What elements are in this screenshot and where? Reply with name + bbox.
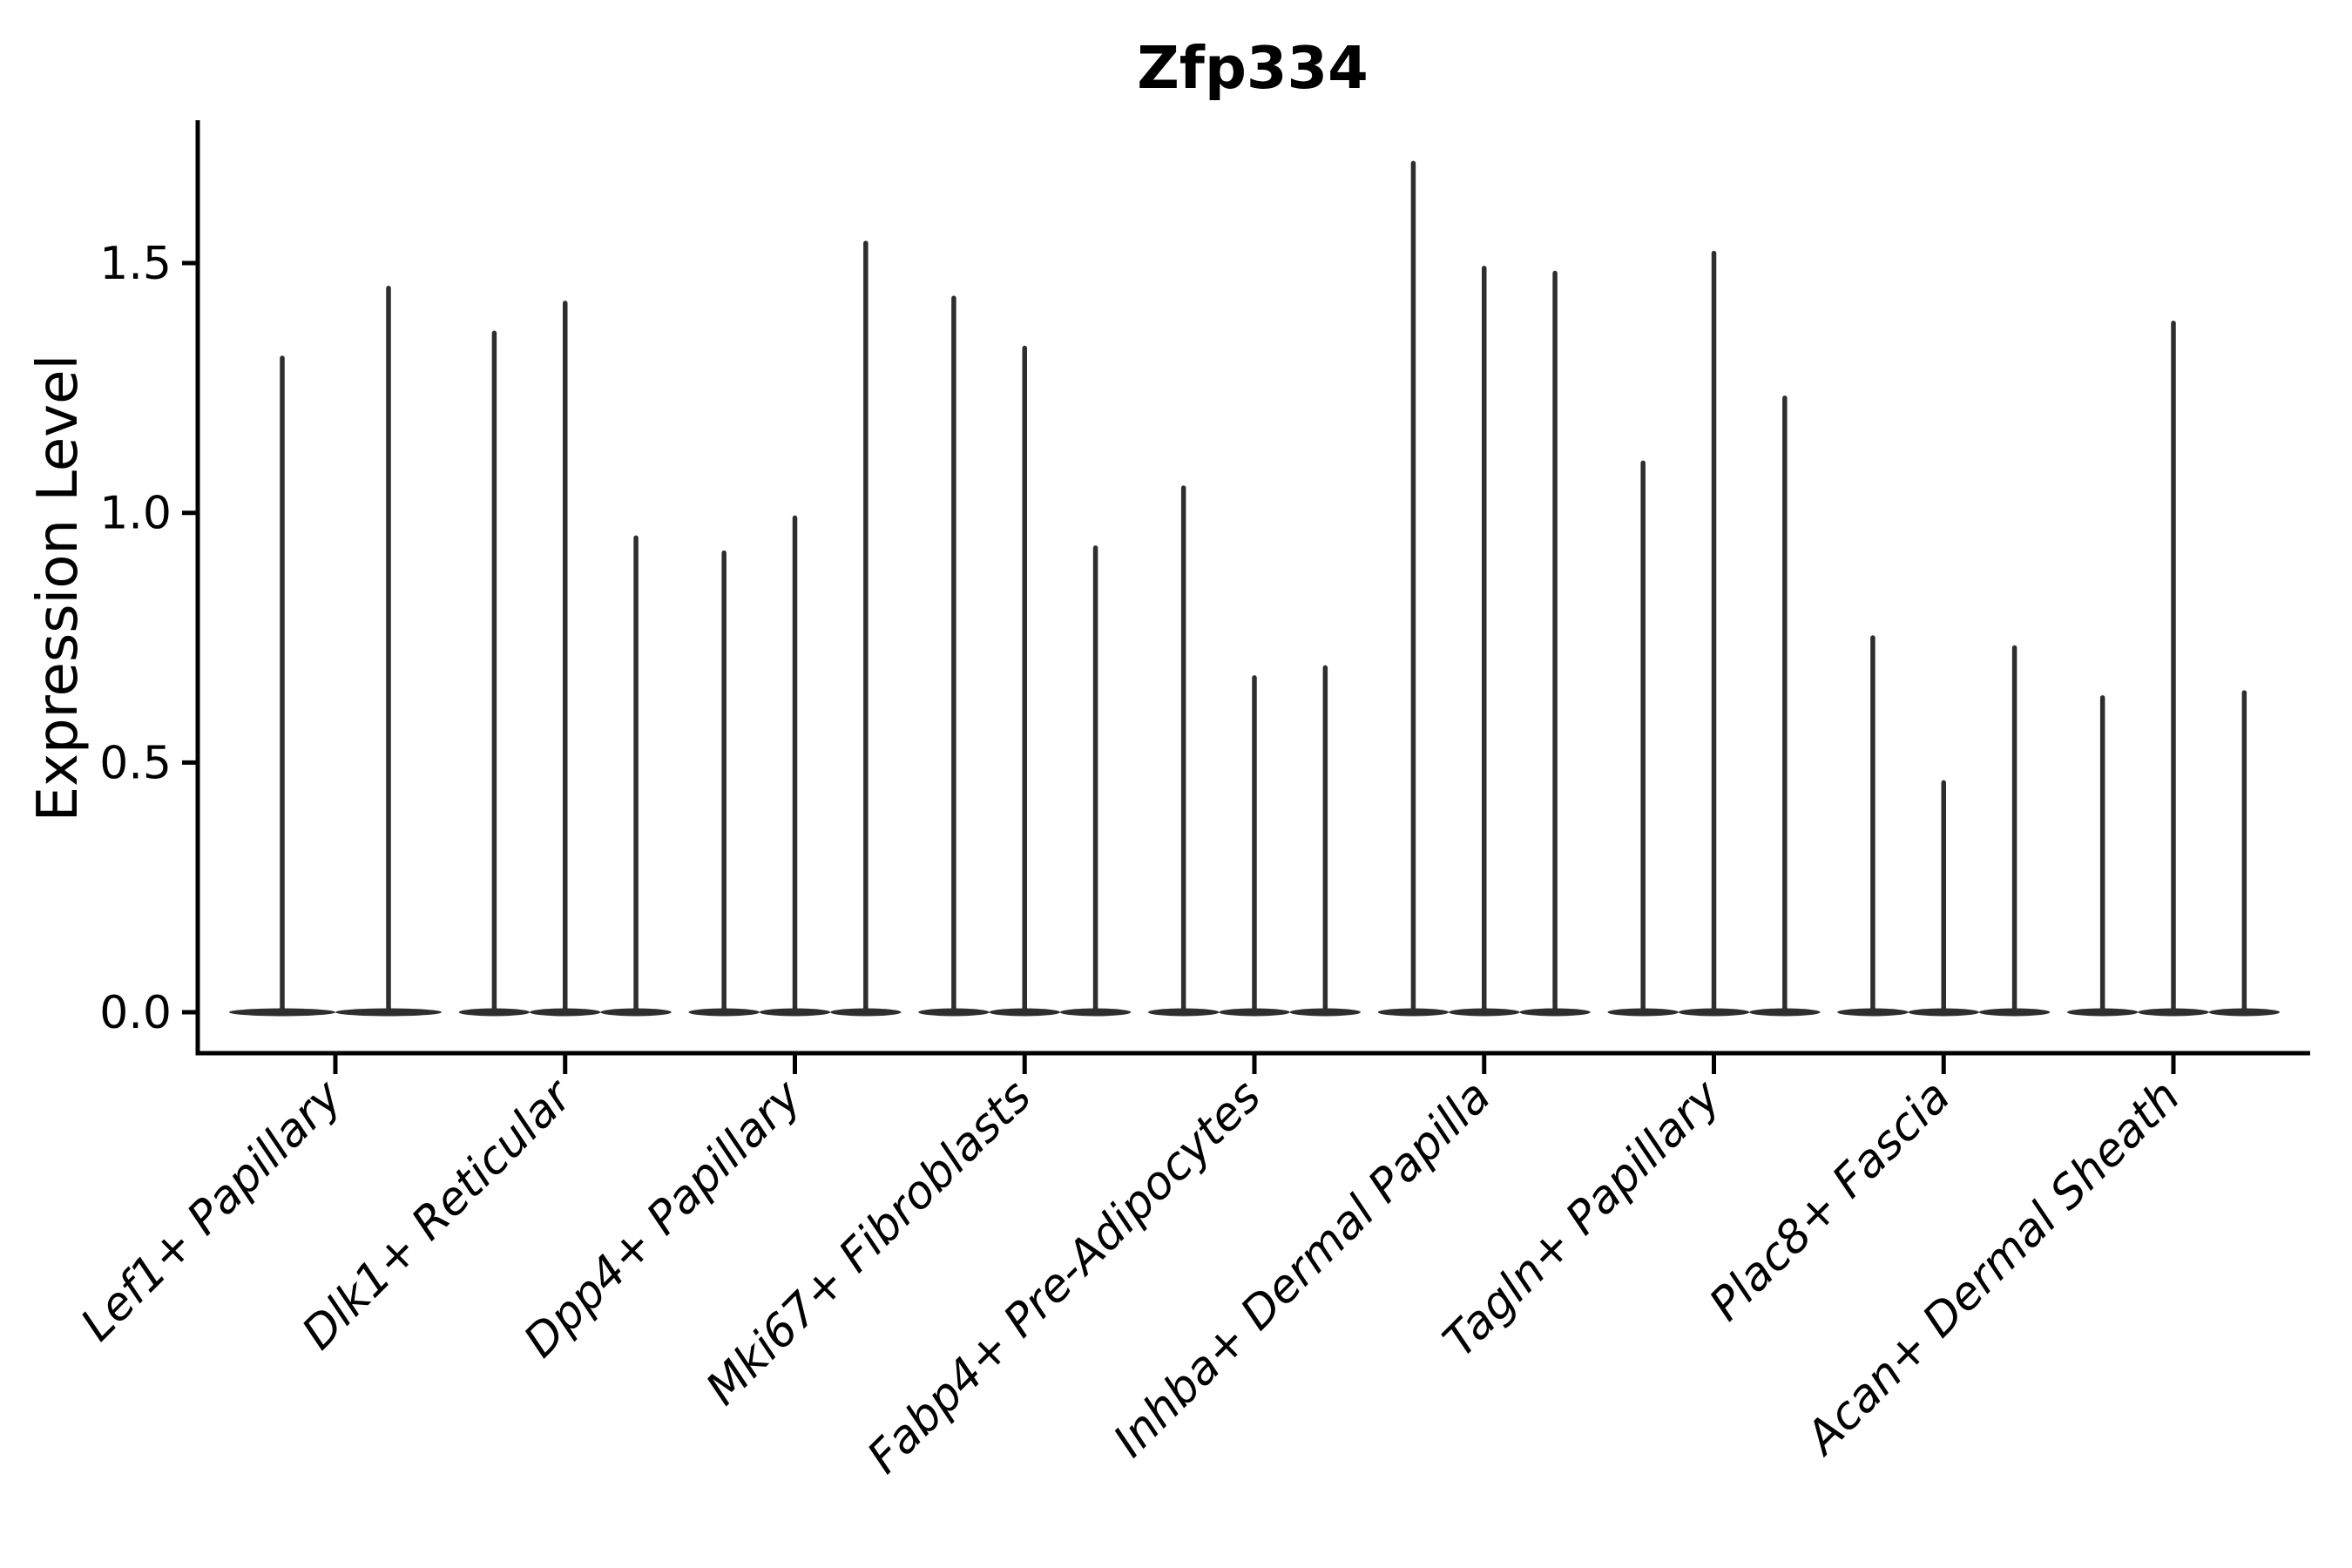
violin-group <box>1377 160 1591 1017</box>
y-tick-label: 0.5 <box>99 737 172 789</box>
x-tick-label: Acan+ Dermal Sheath <box>1794 1071 2190 1466</box>
y-axis-label: Expression Level <box>26 355 91 822</box>
violin-group <box>688 240 902 1017</box>
y-tick-label: 1.0 <box>99 488 172 540</box>
violin-group <box>918 295 1132 1017</box>
violin-group <box>458 301 672 1017</box>
violin-group <box>1148 485 1362 1017</box>
violins-layer <box>229 160 2280 1017</box>
y-axis-ticks: 0.0 0.5 1.0 1.5 <box>99 238 198 1039</box>
violin-group <box>1837 635 2051 1017</box>
x-tick-label: Inhba+ Dermal Papilla <box>1104 1071 1501 1468</box>
x-tick-label: Fabp4+ Pre-Adipocytes <box>858 1071 1272 1484</box>
violin-group <box>1607 250 1821 1017</box>
y-tick-label: 1.5 <box>99 238 172 290</box>
y-tick-label: 0.0 <box>99 987 172 1039</box>
chart-title: Zfp334 <box>1137 34 1369 102</box>
violin-group <box>2067 321 2280 1017</box>
violin-group <box>229 285 442 1017</box>
x-tick-label: Plac8+ Fascia <box>1700 1071 1960 1331</box>
